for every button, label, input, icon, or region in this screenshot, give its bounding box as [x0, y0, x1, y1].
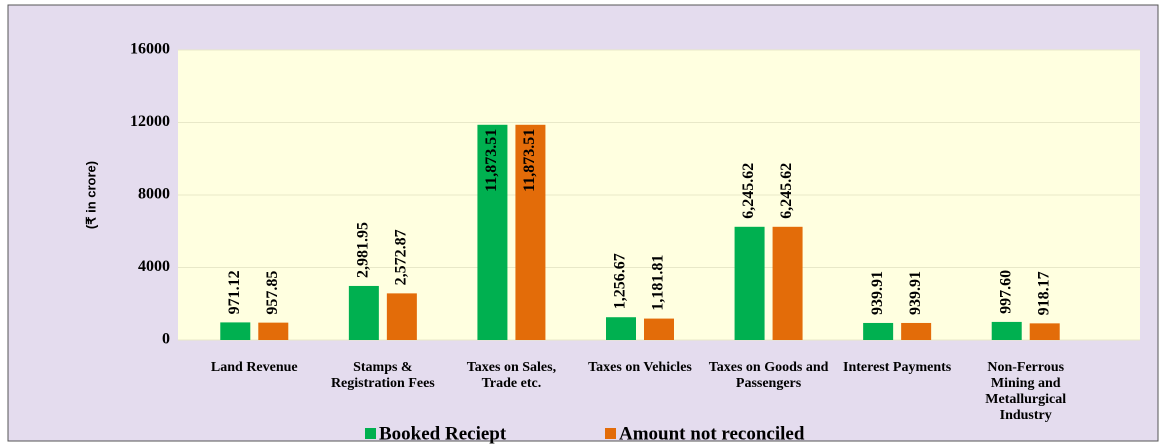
x-tick-label: Taxes on Vehicles	[588, 360, 692, 375]
bar	[606, 317, 636, 340]
x-tick-label: Taxes on Sales, Trade etc.	[466, 360, 557, 391]
bar	[734, 226, 765, 340]
data-label: 11,873.51	[483, 129, 500, 192]
bar	[477, 124, 508, 340]
x-tick-label: Stamps & Registration Fees	[330, 360, 435, 391]
x-tick-label: Non-Ferrous Mining and Metallurgical Ind…	[985, 360, 1067, 423]
data-label: 939.91	[869, 271, 886, 315]
data-label: 971.12	[226, 270, 243, 314]
data-label: 2,981.95	[355, 222, 372, 278]
legend-label: Booked Reciept	[379, 423, 507, 444]
bar	[348, 285, 379, 340]
x-tick-label: Land Revenue	[210, 360, 298, 375]
data-label: 6,245.62	[740, 163, 757, 219]
bar	[991, 321, 1022, 340]
bar	[220, 322, 251, 340]
legend-swatch	[605, 428, 616, 439]
data-label: 939.91	[907, 271, 924, 315]
y-axis-label: (₹ in crore)	[83, 161, 98, 229]
y-tick-label: 0	[162, 331, 170, 348]
legend-swatch	[365, 428, 376, 439]
data-label: 997.60	[997, 270, 1014, 314]
x-tick-label: Taxes on Goods and Passengers	[708, 360, 829, 391]
data-label: 1,256.67	[612, 253, 629, 309]
data-label: 11,873.51	[521, 129, 538, 192]
x-tick-label: Interest Payments	[843, 360, 952, 375]
data-label: 918.17	[1035, 271, 1052, 315]
y-tick-label: 12000	[130, 113, 170, 130]
bar	[772, 226, 803, 340]
bar	[515, 124, 546, 340]
bar	[901, 322, 932, 340]
y-tick-label: 8000	[138, 186, 170, 203]
data-label: 957.85	[264, 271, 281, 315]
bar	[386, 293, 417, 340]
data-label: 2,572.87	[393, 229, 410, 285]
data-label: 1,181.81	[650, 255, 667, 311]
y-tick-label: 16000	[130, 41, 170, 58]
bar	[1029, 323, 1060, 340]
y-tick-label: 4000	[138, 258, 170, 275]
data-label: 6,245.62	[778, 163, 795, 219]
bar	[258, 322, 289, 340]
legend-label: Amount not reconciled	[619, 423, 805, 444]
bar	[863, 322, 894, 340]
bar	[644, 318, 674, 340]
